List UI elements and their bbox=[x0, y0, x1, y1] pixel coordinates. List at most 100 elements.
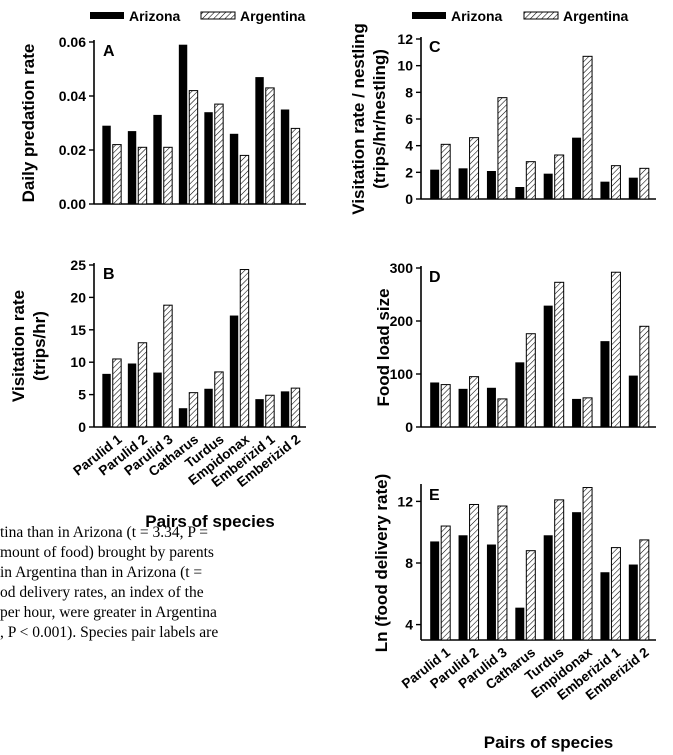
bar-arizona-parulid-1 bbox=[102, 373, 111, 427]
bar-argentina-parulid-3 bbox=[497, 398, 508, 428]
panel-letter: B bbox=[103, 266, 115, 283]
bar-arizona-parulid-1 bbox=[430, 382, 440, 427]
bar-argentina-parulid-1 bbox=[440, 384, 451, 428]
bar-argentina-parulid-3 bbox=[497, 505, 508, 641]
y-axis-label: Daily predation rate bbox=[19, 44, 38, 203]
bar-argentina-turdus bbox=[554, 499, 565, 641]
bar-arizona-empidonax bbox=[229, 133, 239, 204]
bar-arizona-empidonax bbox=[572, 398, 582, 427]
legend-left: Arizona Argentina bbox=[90, 8, 306, 24]
bar-arizona-parulid-3 bbox=[486, 171, 496, 199]
panel-c: 0 2 4 6 8 10 12 C Visitation rate / nestling (tri… bbox=[349, 23, 656, 215]
bar-argentina-turdus bbox=[214, 371, 224, 428]
bar-arizona-parulid-2 bbox=[458, 388, 468, 427]
y-tick-label: 200 bbox=[390, 313, 414, 329]
bar-arizona-parulid-3 bbox=[153, 114, 162, 204]
bar-argentina-emberizid-2 bbox=[639, 167, 650, 200]
bar-argentina-parulid-2 bbox=[137, 342, 148, 428]
y-tick-label: 8 bbox=[405, 555, 413, 571]
bar-argentina-emberizid-2 bbox=[290, 127, 301, 205]
bar-argentina-empidonax bbox=[582, 397, 593, 428]
panel-letter: A bbox=[103, 43, 115, 60]
legend-swatch-arizona-right bbox=[412, 12, 446, 19]
bar-arizona-emberizid-2 bbox=[280, 109, 290, 204]
bar-arizona-catharus bbox=[515, 187, 525, 199]
bar-arizona-parulid-1 bbox=[102, 125, 111, 204]
bar-arizona-parulid-1 bbox=[430, 541, 440, 640]
legend-right: Arizona Argentina bbox=[412, 8, 629, 24]
bar-arizona-empidonax bbox=[229, 315, 239, 427]
y-tick-label: 25 bbox=[70, 257, 86, 273]
bar-argentina-catharus bbox=[525, 161, 536, 200]
bar-arizona-parulid-3 bbox=[486, 544, 496, 640]
y-axis-label: Ln (food delivery rate) bbox=[372, 474, 391, 653]
bar-argentina-turdus bbox=[554, 154, 565, 200]
bar-arizona-parulid-3 bbox=[486, 387, 496, 427]
bar-arizona-turdus bbox=[204, 388, 213, 427]
y-tick-label: 4 bbox=[405, 617, 413, 633]
bar-argentina-parulid-3 bbox=[163, 146, 173, 205]
bar-arizona-catharus bbox=[515, 607, 525, 640]
caption-line: in Argentina than in Arizona (t = bbox=[0, 564, 203, 581]
bar-argentina-turdus bbox=[214, 103, 224, 205]
bar-arizona-emberizid-1 bbox=[600, 181, 610, 199]
panel-a: 0.00 0.02 0.04 0.06 A Daily predation rate bbox=[19, 34, 306, 212]
y-tick-label: 0 bbox=[405, 191, 413, 207]
bar-argentina-catharus bbox=[525, 333, 536, 428]
panel-letter: E bbox=[429, 487, 440, 504]
bar-argentina-parulid-2 bbox=[469, 376, 480, 428]
x-axis-label: Pairs of species bbox=[145, 512, 274, 531]
bar-arizona-turdus bbox=[543, 173, 553, 199]
bar-arizona-catharus bbox=[515, 362, 525, 427]
bar-arizona-parulid-3 bbox=[153, 372, 162, 427]
bar-argentina-emberizid-2 bbox=[290, 387, 301, 428]
bar-argentina-emberizid-1 bbox=[610, 165, 621, 200]
bar-arizona-parulid-1 bbox=[430, 169, 440, 199]
bar-arizona-emberizid-2 bbox=[628, 177, 638, 199]
bar-arizona-parulid-2 bbox=[127, 363, 137, 427]
bar-argentina-parulid-1 bbox=[440, 525, 451, 641]
y-tick-label: 100 bbox=[390, 366, 414, 382]
bar-arizona-parulid-2 bbox=[458, 168, 468, 199]
bar-argentina-emberizid-1 bbox=[265, 394, 275, 428]
caption: tina than in Arizona (t = 3.34, P = moun… bbox=[0, 523, 350, 643]
y-tick-label: 4 bbox=[405, 138, 413, 154]
bar-argentina-parulid-2 bbox=[469, 137, 480, 200]
bar-argentina-empidonax bbox=[239, 154, 250, 205]
bar-argentina-catharus bbox=[525, 550, 536, 641]
bar-argentina-emberizid-2 bbox=[639, 325, 650, 428]
bar-argentina-empidonax bbox=[582, 487, 593, 641]
bar-argentina-parulid-1 bbox=[112, 144, 122, 205]
bar-arizona-turdus bbox=[543, 535, 553, 640]
bar-argentina-catharus bbox=[188, 392, 199, 428]
panel-letter: D bbox=[429, 269, 441, 286]
bar-argentina-parulid-1 bbox=[440, 143, 451, 200]
y-tick-label: 0.06 bbox=[59, 34, 86, 50]
y-tick-label: 300 bbox=[390, 260, 414, 276]
bar-arizona-emberizid-2 bbox=[628, 375, 638, 427]
y-tick-label: 12 bbox=[397, 31, 413, 47]
bar-argentina-emberizid-2 bbox=[639, 539, 650, 641]
legend-swatch-argentina bbox=[200, 11, 236, 20]
bar-argentina-empidonax bbox=[582, 55, 593, 200]
bar-argentina-parulid-3 bbox=[497, 97, 508, 200]
bar-arizona-emberizid-1 bbox=[255, 77, 264, 204]
bar-arizona-catharus bbox=[178, 408, 188, 427]
y-tick-label: 10 bbox=[397, 58, 413, 74]
bar-argentina-empidonax bbox=[239, 269, 250, 428]
x-axis-label: Pairs of species bbox=[484, 733, 613, 752]
caption-line: mount of food) brought by parents bbox=[0, 544, 214, 561]
bar-argentina-parulid-2 bbox=[469, 503, 480, 641]
caption-line: od delivery rates, an index of the bbox=[0, 584, 204, 601]
caption-line: , P < 0.001). Species pair labels are bbox=[0, 624, 219, 641]
y-tick-label: 2 bbox=[405, 164, 413, 180]
bar-arizona-turdus bbox=[204, 112, 213, 204]
bar-arizona-parulid-2 bbox=[127, 131, 137, 204]
y-tick-label: 15 bbox=[70, 322, 86, 338]
bar-arizona-turdus bbox=[543, 305, 553, 427]
y-tick-label: 0.02 bbox=[59, 142, 86, 158]
y-tick-label: 0.00 bbox=[59, 196, 86, 212]
